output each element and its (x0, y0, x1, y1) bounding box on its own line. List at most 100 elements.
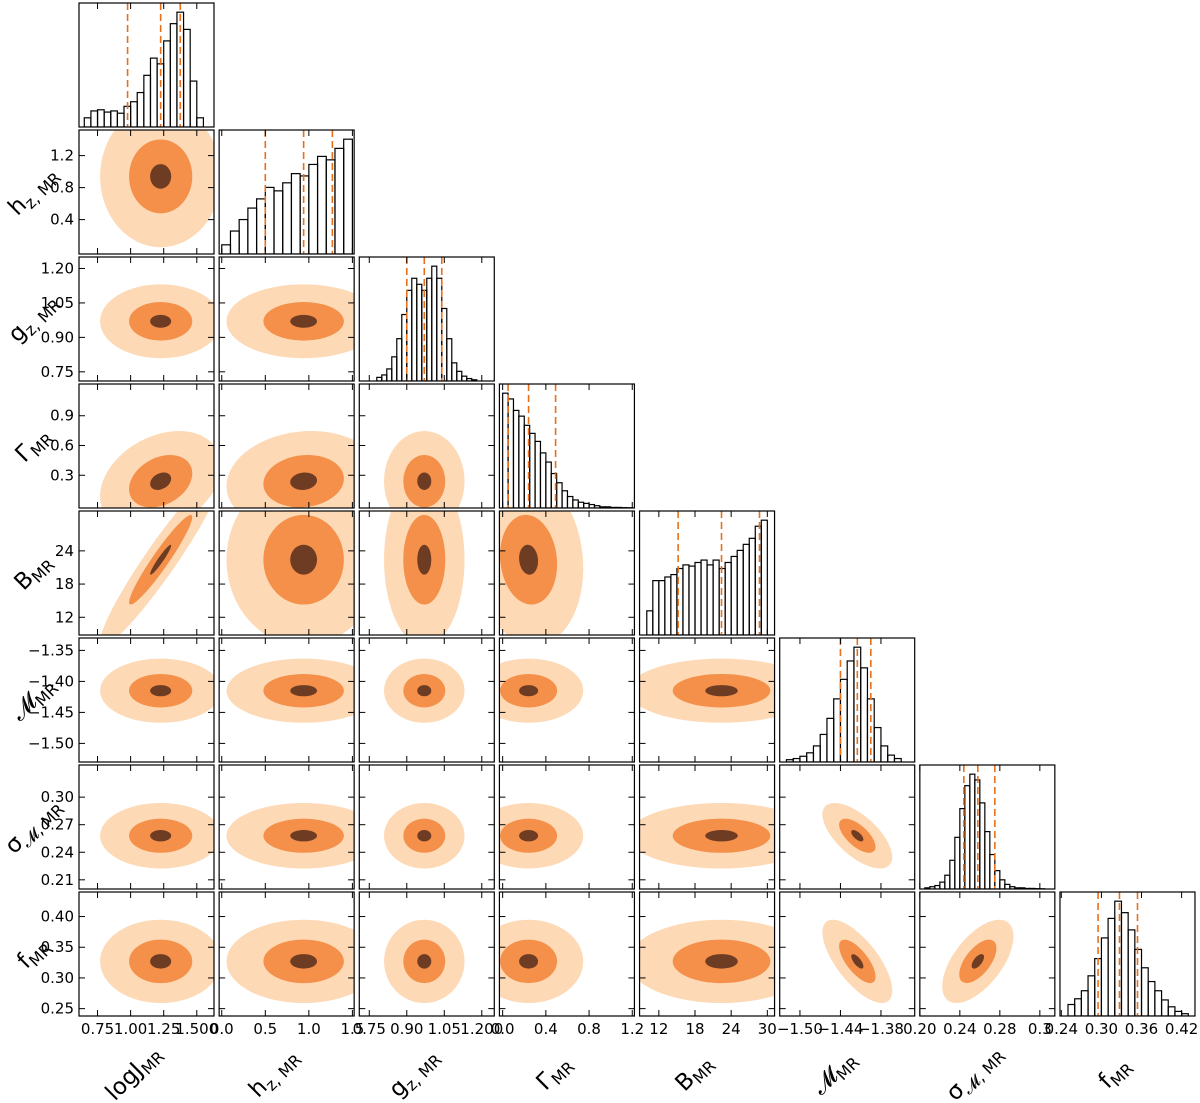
x-axis-label: BMR (671, 1049, 720, 1098)
x-tick-label: 0.0 (491, 1020, 515, 1038)
y-tick-label: 1.2 (50, 147, 74, 165)
x-axis-label: σ𝓜, MR (941, 1040, 1009, 1103)
x-tick-label: 0.30 (1085, 1020, 1118, 1038)
panel (218, 129, 355, 255)
x-tick-label: 0.8 (577, 1020, 601, 1038)
y-tick-label: 0.21 (41, 871, 74, 889)
panel (498, 383, 636, 509)
panel-content (499, 919, 584, 1004)
panel-content (785, 638, 902, 762)
panel (358, 637, 495, 763)
y-tick-label: 0.8 (50, 179, 74, 197)
hist-bar (529, 432, 536, 508)
panel-content (100, 431, 214, 508)
density-contour (290, 685, 318, 697)
panel (358, 510, 495, 636)
panel: 0.20 0.24 0.28 0.3 (903, 891, 1056, 1038)
panel-content (221, 130, 353, 254)
hist-bar (461, 375, 468, 381)
hist-bar (411, 277, 418, 381)
panel: 12 18 24 30 (638, 891, 777, 1038)
panel (498, 510, 636, 636)
panel-content (384, 658, 465, 723)
hist-bar (566, 495, 574, 508)
hist-bar (1174, 1010, 1183, 1016)
panel-content (100, 511, 214, 635)
panel: −1.35 −1.40 −1.45 −1.50 (28, 637, 215, 763)
x-tick-label: 0.20 (903, 1020, 936, 1038)
density-contour (150, 314, 172, 328)
hist-bar (658, 580, 666, 635)
density-contour (519, 954, 539, 969)
hist-bar (273, 190, 284, 254)
panel-frame (638, 764, 776, 890)
panel-frame (498, 637, 636, 763)
hist-bar (426, 277, 433, 381)
x-tick-label: −1.50 (777, 1020, 823, 1038)
panel-content (226, 658, 355, 723)
hist-bar (136, 91, 145, 127)
x-tick-label: 24 (722, 1020, 741, 1038)
hist-bar (964, 785, 971, 889)
density-contour (417, 544, 432, 575)
hist-bar (880, 745, 889, 762)
x-tick-label: 1.05 (428, 1020, 461, 1038)
panel-frame (78, 891, 215, 1017)
hist-bar (386, 368, 393, 381)
panel (218, 764, 355, 890)
hist-bar (730, 555, 738, 635)
panel-frame (78, 383, 215, 509)
density-contour (851, 954, 864, 969)
hist-bar (646, 610, 654, 635)
hist-bar (760, 519, 768, 635)
hist-bar (282, 182, 293, 254)
y-tick-label: −1.45 (28, 703, 74, 721)
hist-bar (264, 186, 275, 254)
label-sub: 𝓜, MR (959, 1047, 1010, 1098)
y-tick-label: 0.24 (41, 843, 74, 861)
panel-frame (498, 891, 636, 1017)
hist-bar (116, 112, 125, 127)
density-contour (150, 830, 172, 842)
panel-frame (78, 637, 215, 763)
y-tick-label: 0.6 (50, 437, 74, 455)
panel-frame (218, 764, 355, 890)
panel-content (384, 802, 465, 869)
density-contour (150, 685, 172, 697)
x-tick-label: 0.42 (1165, 1020, 1198, 1038)
hist-bar (1160, 999, 1169, 1016)
panel-content (499, 802, 584, 869)
x-axis-label: hz, MR (244, 1043, 306, 1103)
x-tick-label: 12 (649, 1020, 668, 1038)
hist-bar (819, 733, 828, 762)
density-contour (417, 830, 432, 842)
y-tick-label: −1.35 (28, 641, 74, 659)
panel-content (83, 3, 205, 127)
panel-content (384, 919, 465, 1004)
panel: 0.0 0.5 1.0 1.5 (210, 891, 364, 1038)
density-contour (290, 544, 318, 575)
hist-bar (381, 374, 388, 381)
hist-bar (299, 175, 310, 254)
hist-bar (334, 147, 345, 254)
panel-content (502, 384, 633, 508)
panel (498, 764, 636, 890)
panel-content (100, 658, 214, 723)
hist-bar (255, 198, 266, 254)
panel (779, 764, 916, 890)
y-tick-label: 18 (55, 575, 74, 593)
hist-bar (839, 678, 848, 762)
panel-frame (358, 764, 495, 890)
panel-frame (218, 637, 355, 763)
hist-bar (343, 138, 353, 254)
panel (638, 764, 776, 890)
density-contour (150, 472, 172, 490)
hist-bar (316, 155, 327, 254)
x-tick-label: 1.2 (620, 1020, 644, 1038)
hist-bar (887, 754, 896, 762)
panel: 0.75 0.90 1.05 1.200 (353, 891, 503, 1038)
hist-bar (1087, 975, 1096, 1016)
hist-bar (507, 398, 515, 508)
hist-bar (754, 525, 762, 635)
